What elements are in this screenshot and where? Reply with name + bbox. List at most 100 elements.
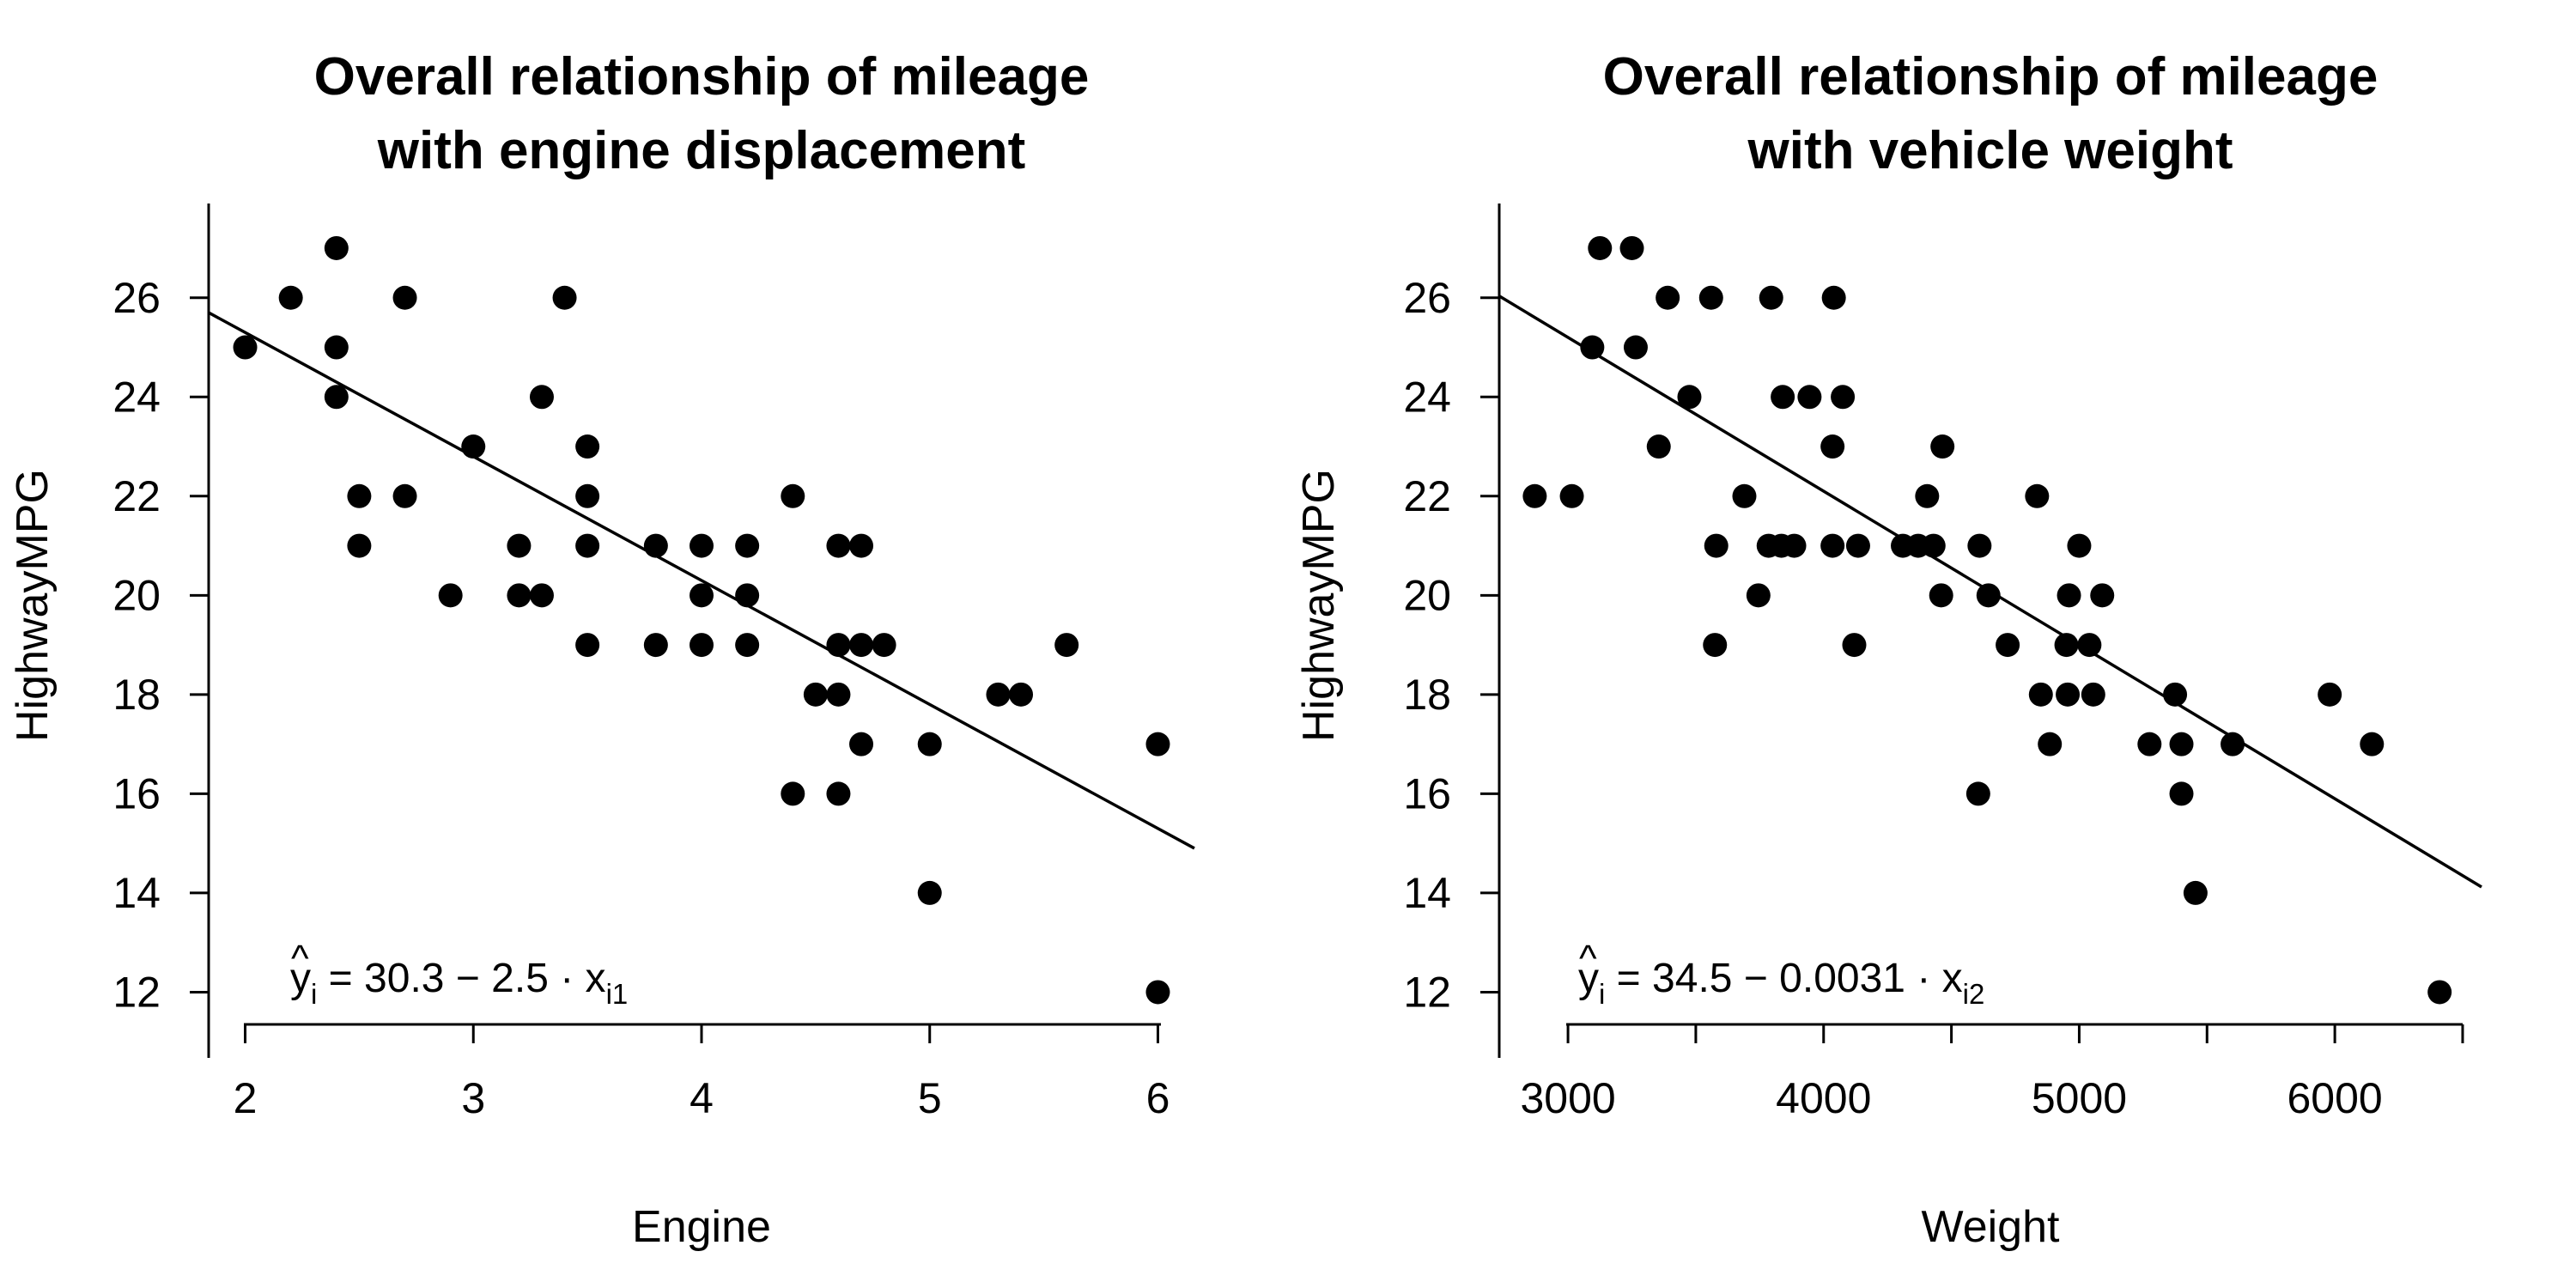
x-tick-label: 4 (690, 1074, 714, 1122)
scatter-point (575, 483, 600, 508)
scatter-point (2137, 732, 2162, 756)
scatter-point (2090, 583, 2115, 608)
scatter-point (461, 434, 486, 459)
scatter-point (507, 583, 532, 608)
scatter-point (1703, 633, 1728, 658)
scatter-point (781, 781, 805, 806)
scatter-point (690, 633, 714, 658)
x-tick-label: 6000 (2287, 1074, 2383, 1122)
scatter-point (1967, 533, 1992, 558)
x-tick-label: 3000 (1520, 1074, 1615, 1122)
scatter-point (575, 633, 600, 658)
scatter-point (735, 533, 760, 558)
scatter-point (1145, 732, 1170, 756)
scatter-point (2038, 732, 2063, 756)
scatter-point (278, 285, 303, 310)
y-tick-label: 24 (112, 373, 161, 421)
scatter-point (347, 533, 372, 558)
scatter-point (2318, 682, 2342, 707)
scatter-point (1746, 583, 1771, 608)
scatter-point (1732, 483, 1757, 508)
scatter-point (1996, 633, 2020, 658)
scatter-point (2163, 682, 2188, 707)
y-tick-label: 16 (1403, 769, 1451, 817)
scatter-point (2057, 583, 2081, 608)
scatter-point (2054, 633, 2079, 658)
scatter-point (2077, 633, 2102, 658)
scatter-point (643, 633, 668, 658)
y-tick-label: 14 (1403, 869, 1451, 917)
y-tick-label: 20 (112, 571, 161, 619)
scatter-point (1915, 483, 1940, 508)
equation-hat: ^ (1579, 938, 1597, 980)
scatter-point (1929, 583, 1953, 608)
scatter-point (1782, 533, 1807, 558)
scatter-point (1054, 633, 1079, 658)
y-tick-label: 22 (112, 472, 161, 520)
scatter-point (438, 583, 463, 608)
y-tick-label: 18 (1403, 671, 1451, 719)
scatter-point (1009, 682, 1034, 707)
scatter-point (735, 583, 760, 608)
scatter-point (826, 682, 851, 707)
panel-title-line2: with vehicle weight (1747, 121, 2233, 180)
scatter-point (826, 633, 851, 658)
y-axis-title: HighwayMPG (1294, 469, 1344, 742)
scatter-point (917, 880, 942, 905)
scatter-point (392, 483, 417, 508)
scatter-point (1771, 385, 1795, 410)
scatter-point (1820, 434, 1845, 459)
scatter-point (1656, 285, 1680, 310)
scatter-point (826, 533, 851, 558)
y-tick-label: 24 (1403, 373, 1451, 421)
scatter-point (1646, 434, 1671, 459)
scatter-point (2067, 533, 2092, 558)
scatter-point (1845, 533, 1870, 558)
panel-title-line2: with engine displacement (377, 121, 1025, 180)
y-tick-label: 16 (112, 769, 161, 817)
scatter-point (1965, 781, 1990, 806)
panel-title-line1: Overall relationship of mileage (1603, 47, 2379, 106)
scatter-point (2169, 781, 2194, 806)
scatter-point (1842, 633, 1867, 658)
left-panel: Overall relationship of mileage with engi… (8, 47, 1195, 1252)
scatter-point (1704, 533, 1728, 558)
x-tick-label: 5 (918, 1074, 942, 1122)
scatter-point (2056, 682, 2081, 707)
scatter-point (1145, 980, 1170, 1005)
equation-hat: ^ (291, 938, 309, 980)
scatter-point (1522, 483, 1547, 508)
equation-text: yi = 34.5 − 0.0031 · xi2 (1578, 956, 1984, 1010)
y-tick-label: 12 (112, 968, 161, 1016)
scatter-point (2028, 682, 2053, 707)
scatter-point (2169, 732, 2194, 756)
x-axis-title: Weight (1922, 1202, 2060, 1252)
scatter-point (1677, 385, 1702, 410)
y-tick-label: 14 (112, 869, 161, 917)
y-tick-label: 26 (112, 274, 161, 322)
equation-text: yi = 30.3 − 2.5 · xi1 (290, 956, 628, 1010)
scatter-point (2081, 682, 2105, 707)
scatter-point (735, 633, 760, 658)
x-tick-label: 5000 (2032, 1074, 2127, 1122)
scatter-point (849, 533, 874, 558)
scatter-point (324, 385, 349, 410)
y-tick-label: 22 (1403, 472, 1451, 520)
scatter-point (2427, 980, 2452, 1005)
y-tick-label: 12 (1403, 968, 1451, 1016)
scatter-point (690, 583, 714, 608)
scatter-point (507, 533, 532, 558)
y-tick-label: 26 (1403, 274, 1451, 322)
scatter-point (1588, 235, 1613, 260)
scatter-point (826, 781, 851, 806)
scatter-point (575, 434, 600, 459)
scatter-point (1831, 385, 1856, 410)
scatter-point (2221, 732, 2245, 756)
scatter-point (1820, 533, 1845, 558)
scatter-point (849, 633, 874, 658)
scatter-point (2183, 880, 2208, 905)
scatter-point (872, 633, 896, 658)
scatter-point (1559, 483, 1584, 508)
